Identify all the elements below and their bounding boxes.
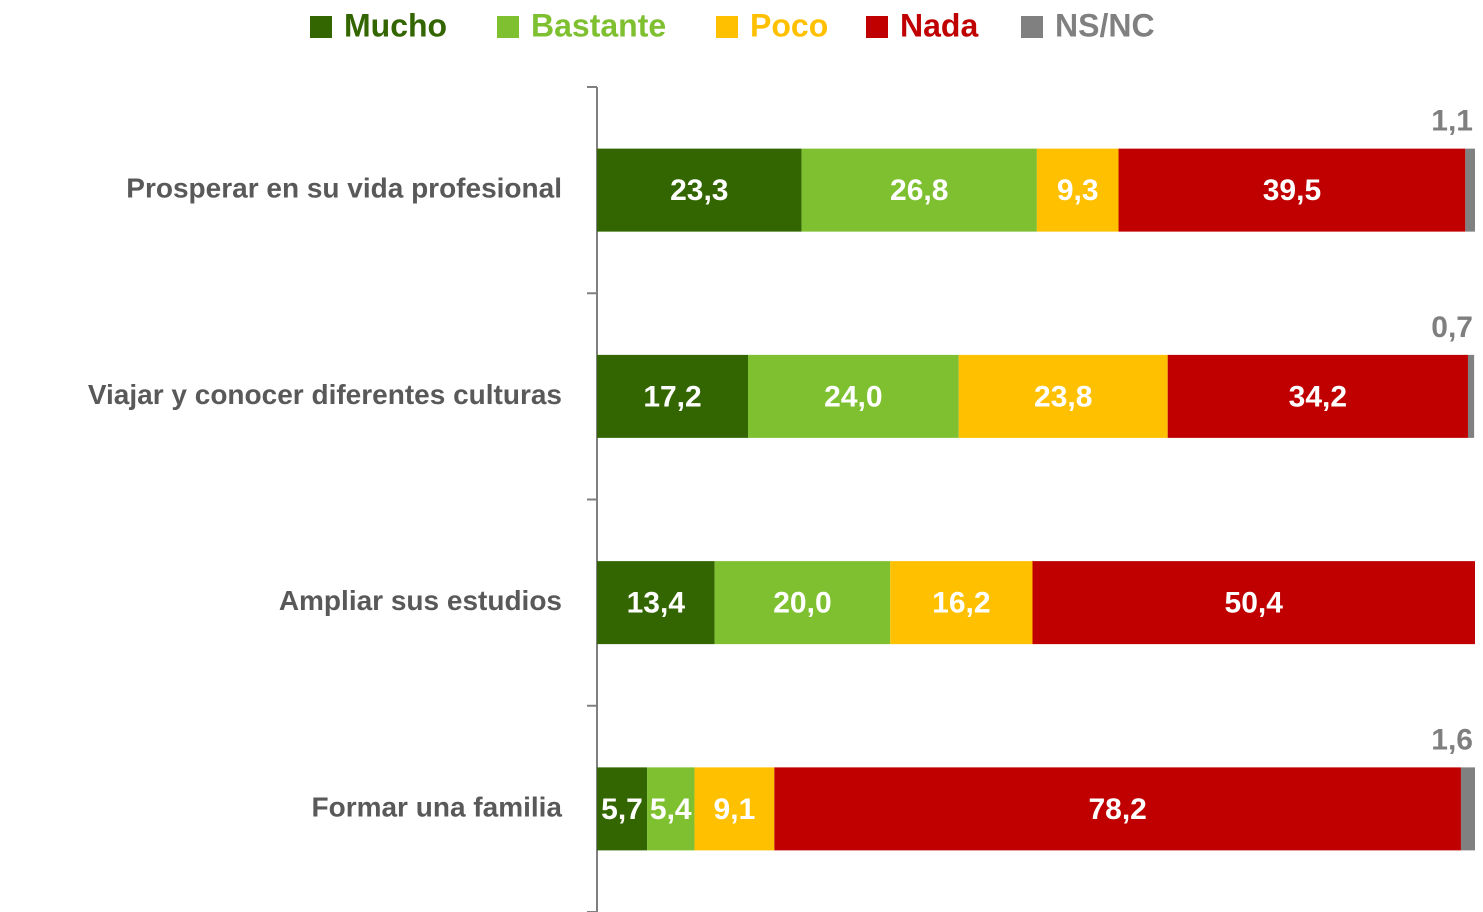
data-label: 26,8 bbox=[890, 174, 948, 207]
bar-segment bbox=[748, 354, 959, 438]
bar-segment bbox=[647, 767, 695, 851]
data-label: 9,3 bbox=[1057, 174, 1099, 207]
legend-label: Bastante bbox=[531, 7, 666, 43]
bar-segment bbox=[597, 148, 802, 232]
data-label: 5,7 bbox=[601, 793, 643, 826]
data-label: 1,1 bbox=[1431, 105, 1473, 138]
data-label: 78,2 bbox=[1088, 793, 1146, 826]
legend-swatch bbox=[716, 16, 738, 38]
bar-segment bbox=[890, 561, 1033, 645]
data-label: 17,2 bbox=[643, 380, 701, 413]
data-label: 23,8 bbox=[1034, 380, 1092, 413]
bar-segment bbox=[958, 354, 1168, 438]
legend-label: Poco bbox=[750, 7, 828, 43]
legend-swatch bbox=[1021, 16, 1043, 38]
bar-segment bbox=[597, 561, 715, 645]
bar-segment bbox=[1167, 354, 1468, 438]
data-label: 0,7 bbox=[1431, 311, 1473, 344]
category-label: Formar una familia bbox=[311, 791, 562, 822]
bar-segment bbox=[694, 767, 775, 851]
bar-segment bbox=[801, 148, 1037, 232]
legend-swatch bbox=[866, 16, 888, 38]
bar-segment bbox=[774, 767, 1461, 851]
category-label: Prosperar en su vida profesional bbox=[126, 173, 562, 204]
bar-segment bbox=[1118, 148, 1466, 232]
data-label: 39,5 bbox=[1263, 174, 1321, 207]
bar-segment bbox=[1467, 354, 1475, 438]
data-label: 5,4 bbox=[650, 793, 692, 826]
bar-segment bbox=[1032, 561, 1475, 645]
data-label: 9,1 bbox=[714, 793, 756, 826]
data-label: 13,4 bbox=[627, 587, 686, 620]
bar-segment bbox=[597, 354, 749, 438]
legend-swatch bbox=[497, 16, 519, 38]
legend-label: Mucho bbox=[344, 7, 447, 43]
data-label: 50,4 bbox=[1225, 587, 1284, 620]
category-label: Viajar y conocer diferentes culturas bbox=[88, 379, 562, 410]
bar-segment bbox=[1465, 148, 1475, 232]
data-label: 24,0 bbox=[824, 380, 882, 413]
data-label: 16,2 bbox=[932, 587, 990, 620]
legend-label: Nada bbox=[900, 7, 978, 43]
bar-segment bbox=[1460, 767, 1475, 851]
bar-segment bbox=[597, 767, 648, 851]
category-label: Ampliar sus estudios bbox=[279, 585, 562, 616]
data-label: 23,3 bbox=[670, 174, 728, 207]
legend-swatch bbox=[310, 16, 332, 38]
data-label: 34,2 bbox=[1289, 380, 1347, 413]
bar-segment bbox=[714, 561, 891, 645]
bar-segment bbox=[1036, 148, 1119, 232]
data-label: 1,6 bbox=[1431, 723, 1473, 756]
legend-label: NS/NC bbox=[1055, 7, 1155, 43]
data-label: 20,0 bbox=[773, 587, 831, 620]
